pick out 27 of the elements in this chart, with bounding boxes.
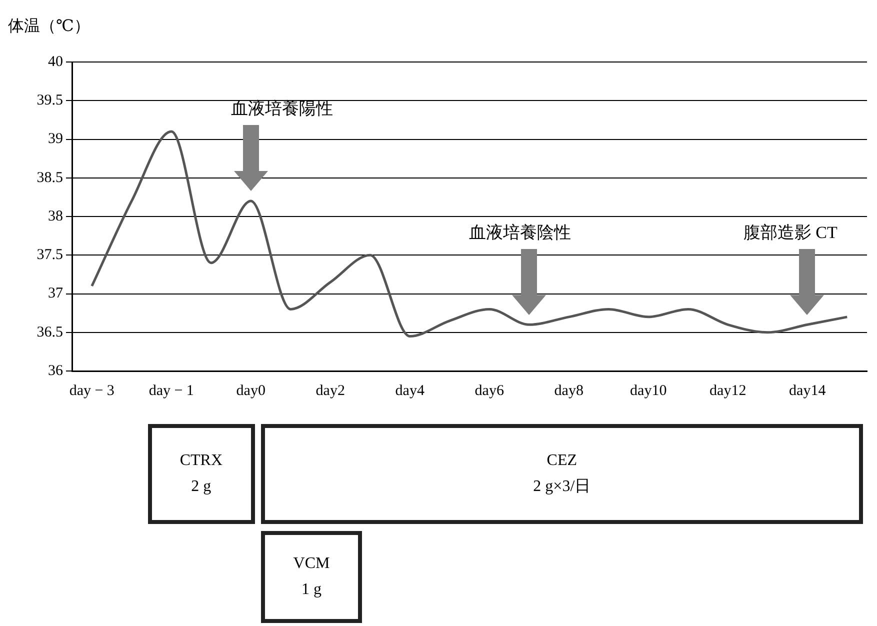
box-outline: VCM 1 g	[260, 531, 362, 623]
x-tick-label: day6	[474, 382, 504, 399]
box-outline: CEZ 2 g×3/日	[260, 424, 864, 524]
x-tick-label: day − 1	[148, 382, 194, 399]
y-tick-label: 40	[48, 54, 63, 70]
x-tick-label: day2	[316, 382, 345, 399]
x-tick-label: day10	[630, 382, 667, 399]
y-tick-label: 38	[48, 208, 63, 224]
box-outline: CTRX 2 g	[148, 424, 255, 524]
y-tick-label: 36.5	[36, 324, 63, 340]
y-tick-label: 37.5	[36, 247, 63, 264]
x-tick-label: day14	[789, 382, 826, 399]
annotation: 腹部造影 CT	[743, 222, 838, 244]
x-tick-label: day4	[395, 382, 425, 399]
annotation: 血液培養陽性	[230, 98, 333, 120]
y-axis-title: 体温（℃）	[8, 17, 90, 37]
x-tick-label: day12	[710, 382, 746, 399]
y-tick-label: 39	[48, 131, 63, 148]
y-tick-label: 37	[48, 286, 64, 302]
line-series	[90, 130, 848, 338]
y-tick-label: 39.5	[36, 92, 63, 109]
annotation: 血液培養陰性	[469, 222, 572, 244]
y-tick-label: 38.5	[36, 170, 63, 186]
y-tick-label: 36	[48, 362, 64, 379]
x-tick-label: day − 3	[69, 382, 114, 399]
x-tick-label: day8	[554, 382, 584, 399]
x-tick-label: day0	[236, 382, 266, 399]
